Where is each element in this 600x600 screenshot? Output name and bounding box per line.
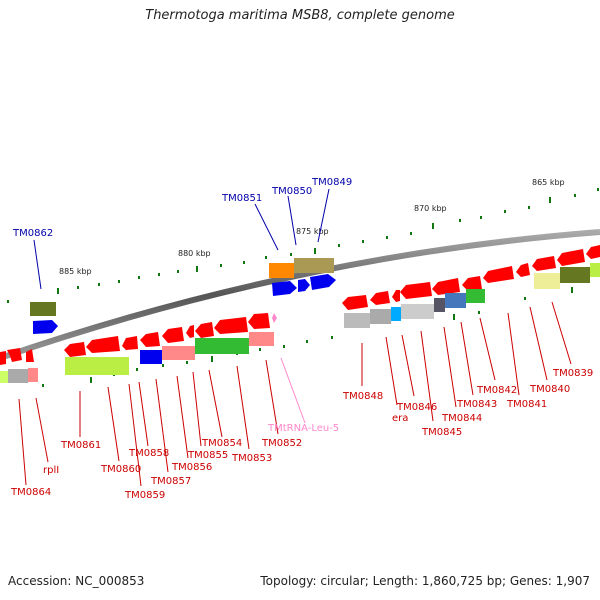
- tick-label-885: 885 kbp: [59, 267, 92, 276]
- gene-label-tm0848[interactable]: TM0848: [342, 391, 383, 402]
- gene-arrow-blue: [298, 279, 310, 292]
- gene-label-tm0852[interactable]: TM0852: [261, 438, 302, 449]
- gene-label-tm0850[interactable]: TM0850: [271, 186, 312, 197]
- gene-label-era[interactable]: era: [392, 413, 408, 424]
- genome-backbone: [0, 229, 600, 361]
- gene-label-rpli[interactable]: rplI: [43, 465, 59, 476]
- tick-label-865: 865 kbp: [532, 178, 565, 187]
- accession-text: Accession: NC_000853: [8, 574, 145, 588]
- gene-label-tm0864[interactable]: TM0864: [10, 487, 51, 498]
- gene-block: [294, 258, 334, 273]
- gene-label-tm0844[interactable]: TM0844: [441, 413, 482, 424]
- gene-label-tm0846[interactable]: TM0846: [396, 402, 437, 413]
- gene-arrow-blue: [33, 320, 58, 334]
- tick-label-875: 875 kbp: [296, 227, 329, 236]
- gene-label-tm0857[interactable]: TM0857: [150, 476, 191, 487]
- gene-label-tm0839[interactable]: TM0839: [552, 368, 593, 379]
- gene-label-tm0856[interactable]: TM0856: [171, 462, 212, 473]
- map-title: Thermotoga maritima MSB8, complete genom…: [145, 8, 455, 23]
- trna-leader: [280, 357, 306, 424]
- gene-arrow-blue: [310, 274, 336, 290]
- gene-block: [269, 263, 294, 278]
- gene-label-tm0849[interactable]: TM0849: [311, 177, 352, 188]
- gene-label-tm0843[interactable]: TM0843: [456, 399, 497, 410]
- gene-label-tm0858[interactable]: TM0858: [128, 448, 169, 459]
- upper-genes: [30, 258, 336, 334]
- gene-label-tm0840[interactable]: TM0840: [529, 384, 570, 395]
- tick-label-880: 880 kbp: [178, 249, 211, 258]
- trna-arrow: [272, 313, 277, 323]
- gene-arrow-blue: [272, 281, 297, 296]
- tick-label-870: 870 kbp: [414, 204, 447, 213]
- gene-label-tm0842[interactable]: TM0842: [476, 385, 517, 396]
- lower-strand-second-row: [0, 263, 600, 383]
- gene-label-tm0845[interactable]: TM0845: [421, 427, 462, 438]
- gene-label-tm0855[interactable]: TM0855: [187, 450, 228, 461]
- gene-label-tm0861[interactable]: TM0861: [60, 440, 101, 451]
- gene-label-tm0859[interactable]: TM0859: [124, 490, 165, 501]
- top-leader-lines: [33, 188, 330, 290]
- genome-summary-text: Topology: circular; Length: 1,860,725 bp…: [260, 574, 590, 588]
- outer-ticks: [7, 188, 599, 303]
- gene-label-tm0854[interactable]: TM0854: [201, 438, 242, 449]
- lower-strand-genes: [0, 245, 600, 365]
- gene-label-tm0862[interactable]: TM0862: [12, 228, 53, 239]
- leader-lines: [18, 301, 572, 487]
- gene-label-tmtrna-leu-5[interactable]: TMtRNA-Leu-5: [267, 423, 339, 434]
- gene-label-tm0860[interactable]: TM0860: [100, 464, 141, 475]
- gene-label-tm0851[interactable]: TM0851: [221, 193, 262, 204]
- gene-block: [30, 302, 56, 316]
- gene-label-tm0841[interactable]: TM0841: [506, 399, 547, 410]
- gene-label-tm0853[interactable]: TM0853: [231, 453, 272, 464]
